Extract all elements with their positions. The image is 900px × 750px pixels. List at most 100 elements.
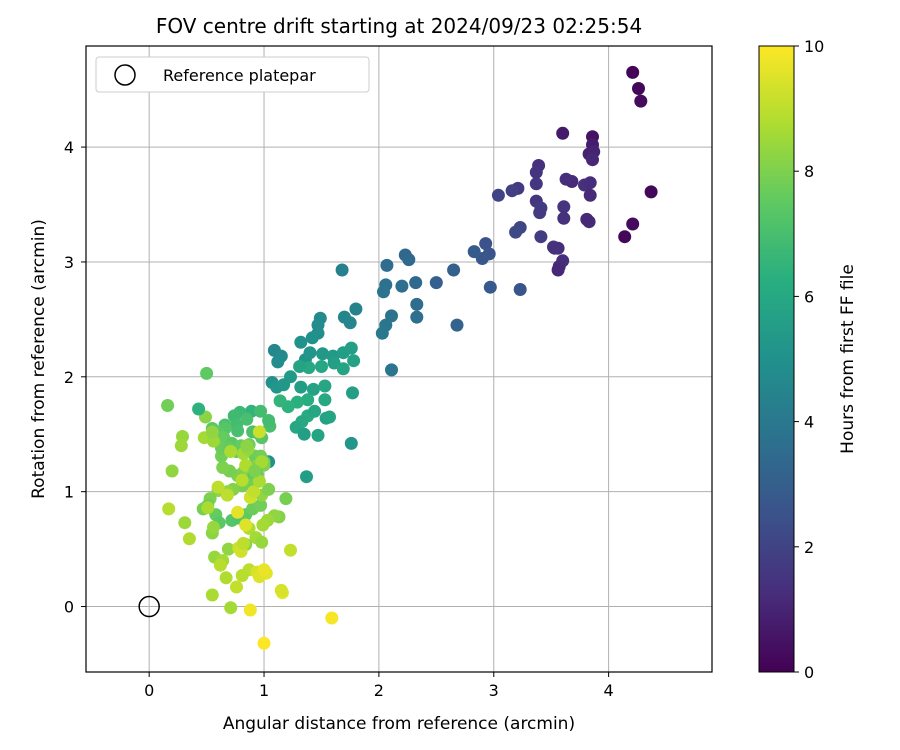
data-point: [207, 520, 220, 534]
colorbar: [758, 45, 795, 673]
data-point: [318, 393, 332, 407]
colorbar-tick-label: 10: [804, 37, 824, 56]
data-point: [240, 412, 254, 426]
data-point: [165, 464, 179, 478]
data-point: [447, 263, 461, 277]
data-point: [216, 461, 230, 474]
data-point: [211, 480, 225, 494]
data-point: [336, 362, 350, 376]
x-tick-label: 0: [144, 681, 154, 700]
data-point: [201, 501, 215, 515]
data-point: [395, 279, 409, 293]
legend-marker-open-circle: [114, 64, 136, 86]
data-point: [315, 360, 328, 373]
data-point: [162, 502, 176, 516]
data-point: [467, 245, 481, 259]
data-point: [182, 532, 196, 546]
data-point: [178, 516, 192, 530]
data-point: [273, 394, 287, 408]
data-point: [316, 347, 330, 361]
data-point: [254, 404, 268, 418]
data-point: [583, 188, 597, 202]
data-point: [580, 212, 594, 226]
data-point: [559, 172, 573, 186]
data-point: [303, 346, 317, 360]
data-point: [192, 402, 206, 416]
data-point: [509, 225, 523, 239]
data-point: [235, 473, 249, 487]
data-point: [311, 428, 325, 442]
data-point: [556, 126, 570, 140]
data-point: [626, 65, 640, 79]
data-point: [277, 378, 291, 392]
x-axis-ticks: 0 1 2 3 4: [144, 672, 614, 700]
data-point: [220, 488, 234, 502]
data-point: [230, 580, 243, 594]
data-point: [224, 601, 238, 615]
data-point: [308, 404, 322, 418]
y-tick-label: 0: [64, 598, 74, 617]
data-point: [161, 399, 175, 412]
data-point: [479, 237, 493, 251]
data-point: [483, 280, 497, 294]
legend-entry-reference-platepar: Reference platepar: [163, 66, 316, 85]
data-point: [450, 318, 464, 332]
data-point: [284, 543, 297, 557]
data-point: [557, 200, 571, 214]
data-point: [252, 425, 266, 439]
data-point: [236, 536, 250, 550]
x-tick-label: 4: [604, 681, 614, 700]
y-tick-label: 2: [64, 368, 74, 387]
data-point: [410, 297, 424, 311]
data-point: [529, 177, 543, 191]
colorbar-tick-label: 4: [804, 413, 814, 432]
data-point: [294, 335, 308, 349]
data-point: [300, 470, 313, 484]
colorbar-tick-label: 0: [804, 663, 814, 682]
x-tick-label: 1: [259, 681, 269, 700]
data-point: [293, 360, 307, 373]
data-point: [224, 445, 238, 458]
data-point: [219, 571, 233, 585]
data-point: [231, 424, 245, 438]
data-point: [243, 603, 257, 617]
scatter-points: [161, 65, 658, 650]
data-point: [505, 184, 519, 198]
data-point: [235, 569, 249, 582]
y-axis-ticks: 0 1 2 3 4: [64, 138, 86, 617]
data-point: [583, 176, 597, 190]
y-axis-label: Rotation from reference (arcmin): [29, 219, 49, 499]
colorbar-tick-label: 6: [804, 287, 814, 306]
data-point: [231, 505, 245, 519]
data-point: [634, 94, 648, 108]
data-point: [534, 230, 548, 244]
data-point: [257, 636, 271, 650]
data-point: [533, 206, 547, 220]
data-point: [200, 366, 214, 380]
x-axis-label: Angular distance from reference (arcmin): [223, 714, 575, 734]
data-point: [380, 258, 394, 272]
data-point: [335, 263, 349, 277]
data-point: [325, 611, 339, 625]
data-point: [349, 302, 363, 316]
data-point: [305, 331, 319, 345]
data-point: [306, 382, 320, 396]
data-point: [262, 482, 276, 496]
data-point: [274, 583, 288, 597]
data-point: [257, 563, 271, 577]
data-point: [529, 165, 543, 179]
plot-frame: [85, 45, 713, 673]
data-point: [409, 276, 423, 290]
grid-lines: [86, 46, 712, 672]
data-point: [252, 474, 266, 488]
data-point: [344, 341, 358, 355]
legend-box: [95, 56, 370, 93]
data-point: [344, 436, 358, 450]
data-point: [297, 427, 311, 441]
data-point: [247, 485, 261, 499]
data-point: [644, 185, 658, 199]
data-point: [271, 355, 285, 369]
y-tick-label: 3: [64, 253, 74, 272]
data-point: [221, 542, 235, 556]
